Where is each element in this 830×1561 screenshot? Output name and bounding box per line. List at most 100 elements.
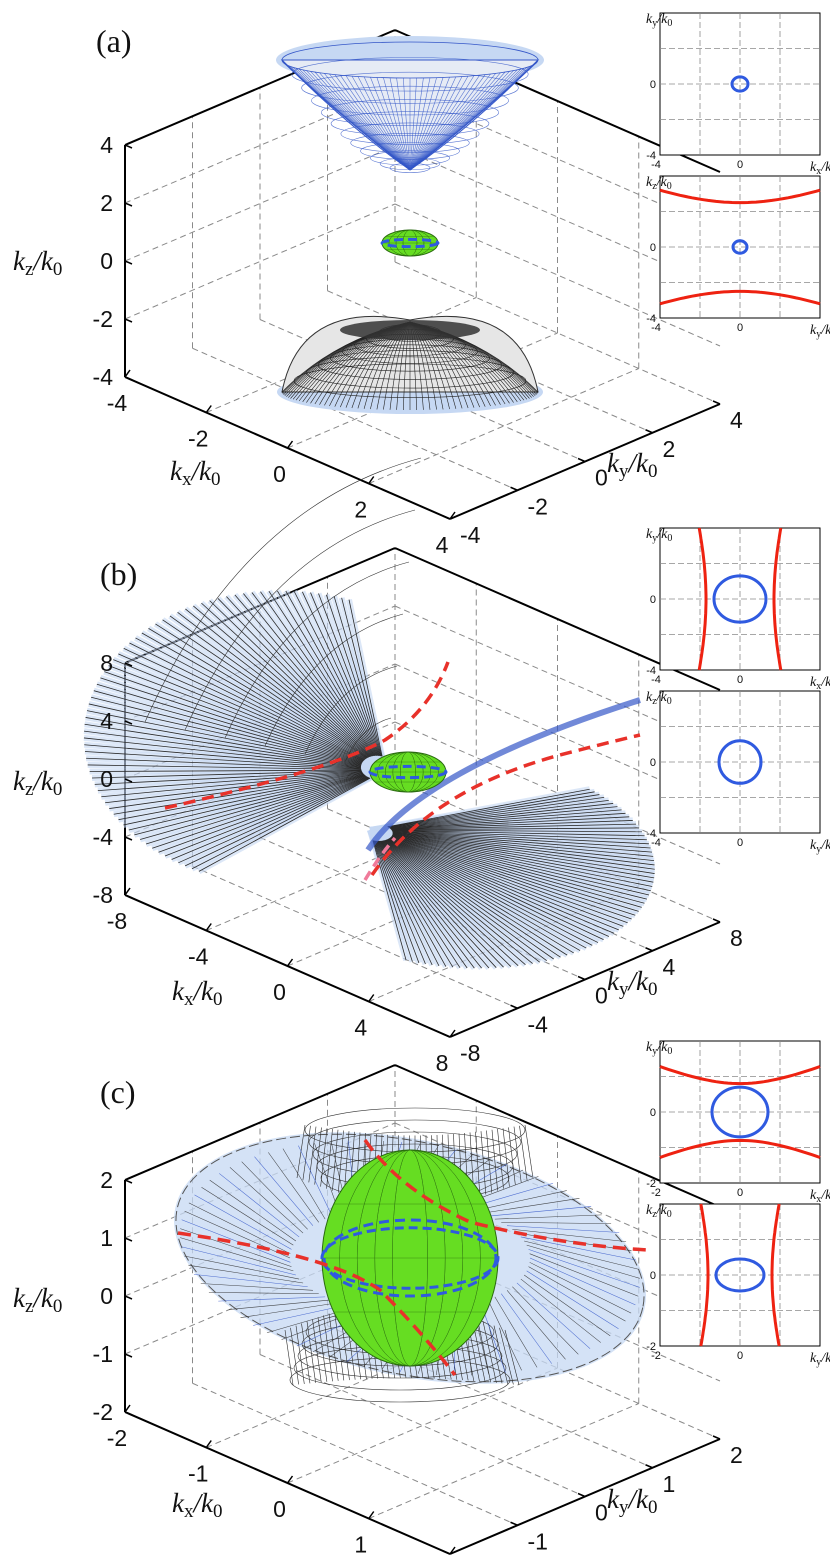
inset-x-label-part: /k <box>820 1188 830 1203</box>
z-axis-label-sep: /k <box>31 1283 54 1313</box>
mesh-line <box>340 74 411 171</box>
mesh-line <box>178 777 369 864</box>
mesh-line <box>387 839 587 949</box>
mesh-line <box>396 77 411 171</box>
mesh-line <box>351 75 411 171</box>
mesh-line <box>529 1262 632 1314</box>
x-axis-label-sub2: 0 <box>213 989 223 1010</box>
inset-y-label-part: 0 <box>667 1209 672 1220</box>
inset-red-curve <box>772 527 783 671</box>
y-tick-mark <box>712 918 721 923</box>
mesh-line <box>475 1131 481 1197</box>
x-tick-mark <box>286 958 294 967</box>
y-axis-label: ky/k0 <box>607 448 657 482</box>
inset-x-label-part: k <box>810 160 817 175</box>
inset-y-label-part: /k <box>656 527 668 542</box>
inset-y-label-part: z <box>652 696 657 707</box>
z-tick-label: -1 <box>93 1341 113 1367</box>
hyperboloid-sheet <box>367 786 656 971</box>
mesh-line <box>311 85 509 116</box>
mesh-line <box>194 1194 292 1250</box>
mesh-line <box>389 837 619 931</box>
mesh-line <box>91 696 362 765</box>
mesh-line <box>388 838 604 940</box>
z-axis-label: kz/k0 <box>13 246 62 280</box>
x-axis-label-sub: x <box>184 1501 194 1522</box>
x-tick-label: -8 <box>107 908 127 934</box>
dashed-curve-right <box>363 1138 649 1252</box>
dashed-curve-left <box>177 1231 457 1377</box>
hyperboloid-sheet <box>83 589 388 875</box>
mesh-line <box>291 57 529 92</box>
inset-y-tick: -2 <box>646 1178 656 1190</box>
mesh-line <box>378 840 482 969</box>
mesh-line <box>141 632 366 760</box>
z-tick-mark <box>124 260 133 265</box>
mesh-line <box>139 775 366 840</box>
mesh-line <box>373 840 420 964</box>
mesh-line <box>520 1236 636 1261</box>
z-tick-label: 8 <box>100 650 113 676</box>
x-axis-label-main: k <box>172 976 185 1006</box>
mesh-line <box>201 1187 294 1246</box>
mesh-line <box>516 1282 591 1349</box>
inset-x-label-part: k <box>810 675 817 690</box>
mesh-line <box>184 509 416 731</box>
mesh-line <box>171 776 369 860</box>
mesh-line <box>392 834 650 896</box>
inset-x-label-part: /k <box>820 1351 830 1366</box>
mesh-line <box>219 1173 300 1238</box>
inset-y-label-part: 0 <box>667 533 672 544</box>
x-tick-label: 0 <box>273 1496 286 1522</box>
mesh-line <box>328 1313 339 1381</box>
y-axis-label-sep: /k <box>626 1484 649 1514</box>
x-axis-label-sep: /k <box>189 456 212 486</box>
mesh-line <box>241 1161 308 1230</box>
inset-y-label: ky/k0 <box>646 1040 672 1057</box>
z-tick-label: 4 <box>100 708 113 734</box>
y-axis-label-sub2: 0 <box>648 461 658 482</box>
inset-red-curve <box>699 1203 710 1347</box>
x-tick-mark <box>449 1029 456 1038</box>
grid-line <box>368 368 639 484</box>
inset-x-label-part: /k <box>820 323 830 338</box>
mesh-line <box>512 1228 627 1242</box>
mesh-line <box>302 591 379 756</box>
mesh-line <box>386 839 581 951</box>
mesh-line <box>391 823 637 830</box>
inset-x-label-part: x <box>816 1194 821 1205</box>
z-tick-label: -8 <box>93 882 113 908</box>
inset-y-label-part: k <box>646 527 653 542</box>
mesh-line <box>155 623 367 759</box>
mesh-line <box>513 1126 522 1183</box>
inset-y-label-part: y <box>652 18 657 29</box>
mesh-line <box>409 75 475 171</box>
mesh-line <box>218 1296 326 1302</box>
y-axis-label-sub2: 0 <box>648 1497 658 1518</box>
mesh-line <box>383 840 540 963</box>
equator-dashed <box>322 1218 498 1298</box>
mesh-line <box>229 1167 304 1234</box>
mesh-line <box>228 1299 333 1310</box>
inset-y-label-part: y <box>652 533 657 544</box>
y-tick-label: -4 <box>528 1011 549 1037</box>
grid-line <box>368 1403 639 1519</box>
mesh-line <box>383 840 547 962</box>
z-axis-label-sub: z <box>25 259 33 280</box>
inset-x-label-part: k <box>810 323 817 338</box>
mesh-line <box>494 1214 602 1220</box>
mesh-line <box>523 1274 611 1337</box>
grid-line <box>259 319 586 462</box>
y-tick-mark <box>577 457 586 463</box>
mesh-line <box>180 1237 294 1272</box>
x-tick-label: 4 <box>436 532 449 558</box>
mesh-line <box>226 596 373 757</box>
mesh-line <box>392 831 651 849</box>
mesh-line <box>409 77 424 171</box>
mesh-line <box>93 690 362 765</box>
inset-x-tick: -4 <box>651 159 661 171</box>
mesh-line <box>370 150 450 166</box>
